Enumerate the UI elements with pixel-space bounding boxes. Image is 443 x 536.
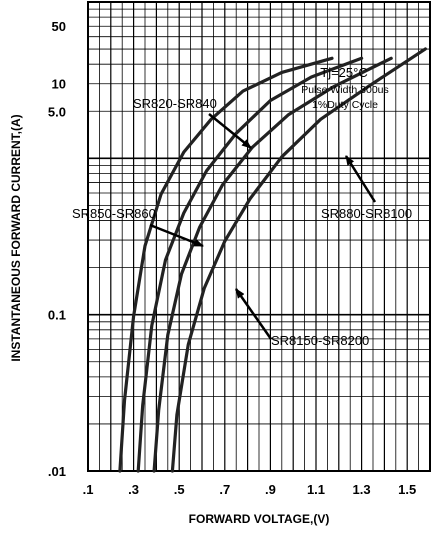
series-label-sr820-sr840: SR820-SR840 <box>133 96 217 111</box>
x-tick-label: .7 <box>219 482 230 497</box>
x-tick-labels: .1 .3 .5 .7 .9 1.1 1.3 1.5 <box>83 482 417 497</box>
arrow-sr850-sr860 <box>149 223 204 248</box>
y-tick-label: 0.1 <box>48 308 66 323</box>
series-lines <box>118 47 427 473</box>
condition-temperature: Tj=25°C <box>320 65 367 80</box>
series-line-sr820-sr840 <box>118 56 334 473</box>
series-label-sr880-sr8100: SR880-SR8100 <box>321 206 412 221</box>
series-line-sr850-sr860 <box>136 56 364 473</box>
condition-duty-cycle: 1%Duty Cycle <box>312 99 378 111</box>
arrow-sr820-sr840 <box>208 113 252 149</box>
x-tick-label: .9 <box>265 482 276 497</box>
x-tick-label: 1.1 <box>307 482 325 497</box>
condition-pulse-width: Pulse Width 300us <box>301 84 389 96</box>
arrow-sr880-sr8100 <box>344 155 377 203</box>
y-tick-labels: .01 0.1 5.0 10 50 <box>48 19 66 479</box>
series-label-sr8150-sr8200: SR8150-SR8200 <box>271 333 369 348</box>
y-tick-label: .01 <box>48 464 66 479</box>
series-line-sr8150-sr8200 <box>170 47 427 473</box>
y-tick-label: 50 <box>52 19 66 34</box>
x-tick-label: .5 <box>174 482 185 497</box>
y-tick-label: 10 <box>52 77 66 92</box>
plot-frame <box>87 1 431 472</box>
y-axis-title: INSTANTANEOUS FORWARD CURRENT,(A) <box>9 114 23 361</box>
x-tick-label: .1 <box>83 482 94 497</box>
x-tick-label: 1.5 <box>398 482 416 497</box>
x-tick-label: 1.3 <box>353 482 371 497</box>
series-label-sr850-sr860: SR850-SR860 <box>72 206 156 221</box>
grid <box>88 2 430 472</box>
series-line-sr880-sr8100 <box>152 56 393 473</box>
x-tick-label: .3 <box>128 482 139 497</box>
arrow-sr8150-sr8200 <box>234 288 273 340</box>
x-axis-title: FORWARD VOLTAGE,(V) <box>189 512 330 526</box>
y-tick-label: 5.0 <box>48 104 66 119</box>
